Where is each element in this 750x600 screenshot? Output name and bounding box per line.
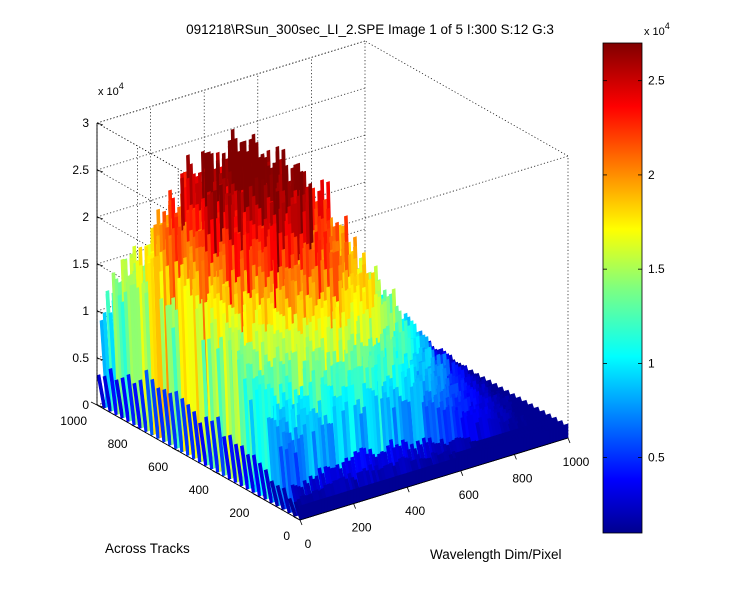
z-tick-label: 0.5 bbox=[72, 351, 89, 365]
colorbar-tick-label: 2 bbox=[648, 168, 655, 182]
x-axis-label: Wavelength Dim/Pixel bbox=[430, 547, 562, 562]
z-axis-ticks: 0 0.5 1 1.5 2 2.5 3 bbox=[72, 116, 104, 412]
x-tick-label: 400 bbox=[405, 504, 425, 518]
z-tick-label: 1.5 bbox=[72, 257, 89, 271]
surface-plot bbox=[96, 128, 569, 521]
z-tick-label: 1 bbox=[82, 304, 89, 318]
colorbar-tick-label: 2.5 bbox=[648, 74, 665, 88]
x-tick-label: 200 bbox=[352, 521, 372, 535]
z-tick-label: 0 bbox=[82, 398, 89, 412]
x-tick-label: 800 bbox=[512, 471, 532, 485]
z-axis-multiplier: x 104 bbox=[98, 81, 124, 98]
y-axis-label: Across Tracks bbox=[105, 541, 190, 556]
y-tick-label: 1000 bbox=[60, 414, 87, 428]
colorbar-tick-label: 0.5 bbox=[648, 451, 665, 465]
colorbar-ticks: 0.5 1 1.5 2 2.5 bbox=[603, 74, 665, 465]
y-axis-ticks: 0 200 400 600 800 1000 bbox=[60, 401, 301, 543]
x-tick-label: 1000 bbox=[563, 455, 590, 469]
y-tick-label: 200 bbox=[229, 506, 249, 520]
z-tick-label: 2 bbox=[82, 210, 89, 224]
colorbar-multiplier: x 104 bbox=[644, 21, 670, 38]
x-axis-ticks: 0 200 400 600 800 1000 bbox=[299, 437, 590, 551]
colorbar-exponent: 4 bbox=[665, 21, 670, 31]
x-tick-label: 600 bbox=[459, 488, 479, 502]
colorbar-tick-label: 1.5 bbox=[648, 262, 665, 276]
x-tick-label: 0 bbox=[305, 537, 312, 551]
z-tick-label: 2.5 bbox=[72, 163, 89, 177]
colorbar: 0.5 1 1.5 2 2.5 x 104 bbox=[602, 21, 670, 534]
y-tick-label: 400 bbox=[189, 483, 209, 497]
y-tick-label: 0 bbox=[283, 529, 290, 543]
chart-title: 091218\RSun_300sec_LI_2.SPE Image 1 of 5… bbox=[186, 22, 554, 37]
y-tick-label: 600 bbox=[148, 460, 168, 474]
z-tick-label: 3 bbox=[82, 116, 89, 130]
z-axis-exponent: 4 bbox=[119, 81, 124, 91]
y-tick-label: 800 bbox=[108, 437, 128, 451]
colorbar-gradient bbox=[602, 42, 643, 534]
colorbar-tick-label: 1 bbox=[648, 356, 655, 370]
